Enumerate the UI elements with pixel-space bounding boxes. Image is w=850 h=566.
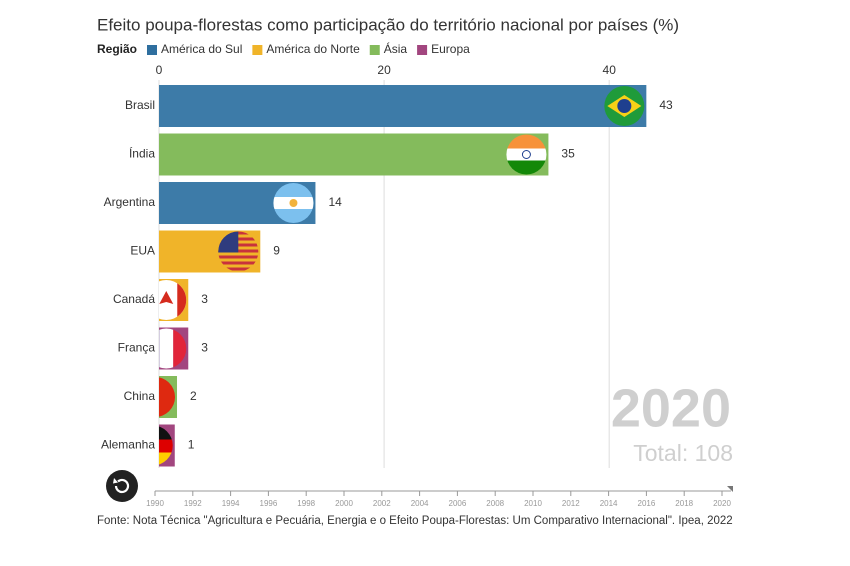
legend-swatch [147,45,157,55]
y-tick-label: EUA [130,244,155,258]
timeline-tick-label: 1996 [260,499,278,508]
bar [159,133,549,176]
value-label: 3 [201,341,208,355]
legend-label: América do Norte [266,42,360,56]
timeline-tick-label: 2018 [675,499,693,508]
x-tick-label: 20 [377,63,391,77]
y-tick-label: Índia [129,146,155,161]
timeline-tick-label: 1994 [222,499,240,508]
timeline-tick-label: 2002 [373,499,391,508]
y-tick-label: Argentina [104,195,156,209]
y-tick-label: França [118,341,156,355]
timeline-tick-label: 2008 [486,499,504,508]
legend-swatch [417,45,428,55]
x-tick-label: 40 [603,63,617,77]
timeline-tick-label: 2020 [713,499,731,508]
timeline-tick-label: 1998 [297,499,315,508]
flag [159,328,187,369]
legend-title: Região [97,42,137,56]
timeline-tick-label: 2010 [524,499,542,508]
timeline-tick-label: 2014 [600,499,618,508]
x-tick-label: 0 [156,63,163,77]
y-tick-label: Canadá [113,292,155,306]
replay-button[interactable] [106,470,138,502]
y-tick-label: Brasil [125,98,155,112]
value-label: 9 [273,244,280,258]
timeline-tick-label: 2006 [449,499,467,508]
total-label: Total: 108 [633,440,733,466]
timeline-tick-label: 1990 [146,499,164,508]
legend-label: Ásia [384,41,408,56]
year-label: 2020 [611,378,731,438]
flag [159,377,176,417]
chart-title: Efeito poupa-florestas como participação… [97,15,679,34]
value-label: 14 [328,195,342,209]
flag [506,134,547,175]
timeline-tick-label: 2000 [335,499,353,508]
source: Fonte: Nota Técnica "Agricultura e Pecuá… [97,515,733,527]
value-label: 2 [190,389,197,403]
legend-label: Europa [431,42,470,56]
y-tick-label: Alemanha [101,438,155,452]
flag [273,183,314,223]
timeline-tick-label: 2016 [638,499,656,508]
value-label: 1 [188,438,195,452]
timeline-tick-label: 1992 [184,499,202,508]
value-label: 35 [561,147,575,161]
flag [604,86,645,126]
value-label: 43 [659,98,673,112]
timeline-tick-label: 2004 [411,499,429,508]
y-tick-label: China [124,389,156,403]
legend-swatch [252,45,263,55]
timeline-marker [727,486,733,492]
timeline-tick-label: 2012 [562,499,580,508]
value-label: 3 [201,292,208,306]
legend-swatch [369,45,380,55]
legend-label: América do Sul [161,42,242,56]
bar [159,85,647,127]
